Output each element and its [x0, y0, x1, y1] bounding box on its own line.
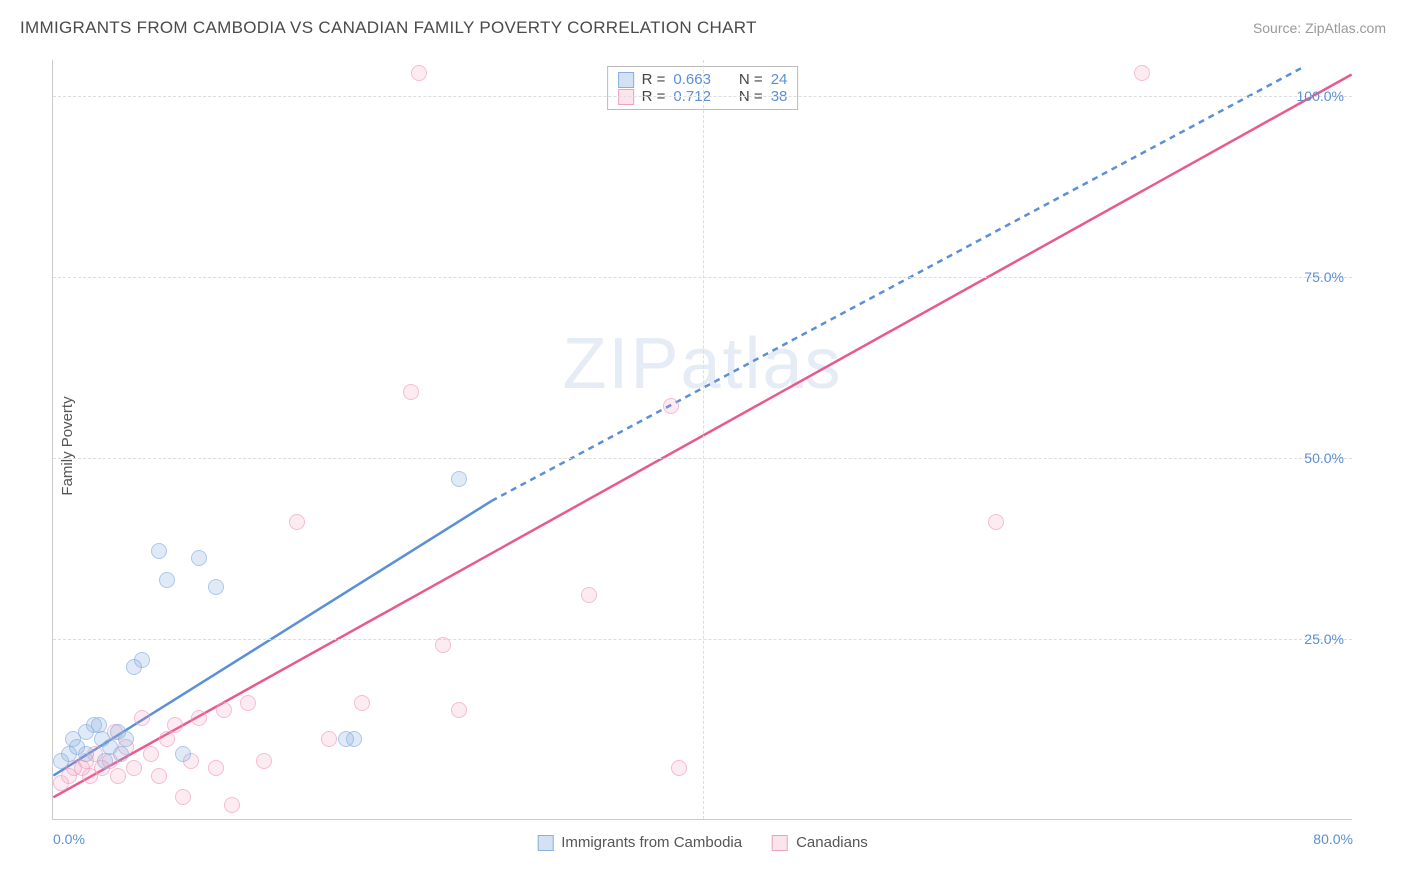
data-point: [208, 579, 224, 595]
data-point: [159, 572, 175, 588]
data-point: [134, 710, 150, 726]
legend-label: Immigrants from Cambodia: [561, 834, 742, 851]
legend-swatch-pink: [772, 835, 788, 851]
gridline: [703, 60, 704, 819]
source-label: Source: ZipAtlas.com: [1253, 20, 1386, 36]
data-point: [126, 760, 142, 776]
legend-r-value: 0.663: [673, 71, 711, 88]
header: IMMIGRANTS FROM CAMBODIA VS CANADIAN FAM…: [20, 18, 1386, 38]
data-point: [451, 471, 467, 487]
data-point: [321, 731, 337, 747]
data-point: [240, 695, 256, 711]
data-point: [411, 65, 427, 81]
y-tick-label: 75.0%: [1304, 269, 1344, 285]
data-point: [97, 753, 113, 769]
data-point: [224, 797, 240, 813]
data-point: [191, 710, 207, 726]
data-point: [159, 731, 175, 747]
data-point: [216, 702, 232, 718]
data-point: [671, 760, 687, 776]
chart-title: IMMIGRANTS FROM CAMBODIA VS CANADIAN FAM…: [20, 18, 757, 38]
y-tick-label: 100.0%: [1297, 88, 1344, 104]
data-point: [256, 753, 272, 769]
legend-item: Canadians: [772, 834, 868, 851]
data-point: [175, 789, 191, 805]
data-point: [191, 550, 207, 566]
data-point: [435, 637, 451, 653]
data-point: [346, 731, 362, 747]
data-point: [91, 717, 107, 733]
legend-swatch-blue: [618, 72, 634, 88]
data-point: [354, 695, 370, 711]
data-point: [151, 768, 167, 784]
data-point: [988, 514, 1004, 530]
data-point: [167, 717, 183, 733]
y-tick-label: 25.0%: [1304, 631, 1344, 647]
data-point: [113, 746, 129, 762]
legend-item: Immigrants from Cambodia: [537, 834, 742, 851]
data-point: [403, 384, 419, 400]
x-tick-label: 80.0%: [1313, 831, 1353, 847]
data-point: [175, 746, 191, 762]
data-point: [451, 702, 467, 718]
legend-label: Canadians: [796, 834, 868, 851]
legend-n-value: 24: [771, 71, 788, 88]
data-point: [134, 652, 150, 668]
x-tick-label: 0.0%: [53, 831, 85, 847]
data-point: [78, 746, 94, 762]
data-point: [110, 768, 126, 784]
legend-r-label: R =: [642, 71, 666, 88]
data-point: [289, 514, 305, 530]
y-tick-label: 50.0%: [1304, 450, 1344, 466]
chart-area: ZIPatlas R = 0.663 N = 24 R = 0.712 N = …: [52, 60, 1352, 820]
legend-n-label: N =: [739, 71, 763, 88]
data-point: [663, 398, 679, 414]
data-point: [151, 543, 167, 559]
series-legend: Immigrants from Cambodia Canadians: [537, 834, 868, 851]
data-point: [143, 746, 159, 762]
legend-swatch-blue: [537, 835, 553, 851]
data-point: [208, 760, 224, 776]
data-point: [581, 587, 597, 603]
data-point: [1134, 65, 1150, 81]
